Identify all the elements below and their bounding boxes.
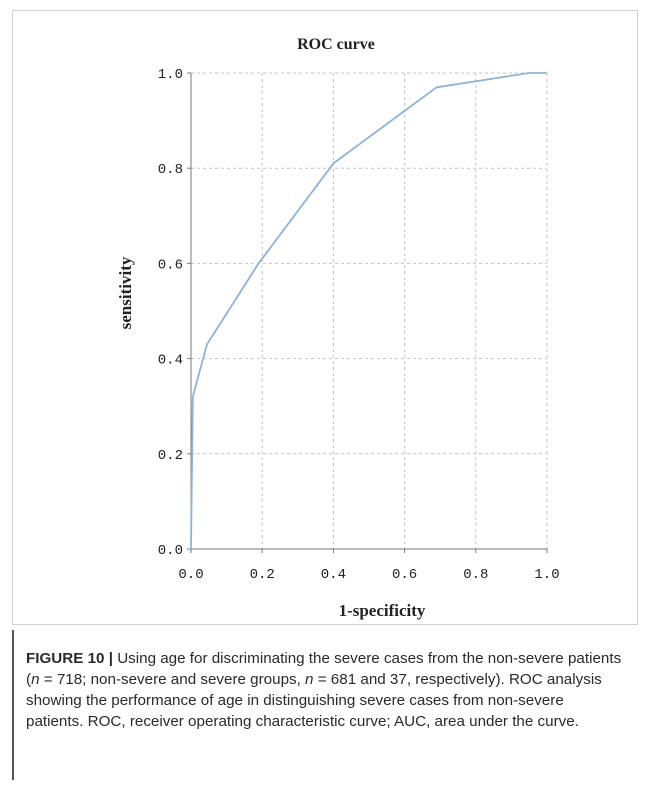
x-tick-label-4: 0.8 xyxy=(463,567,488,583)
axes xyxy=(187,72,548,553)
x-tick-label-3: 0.6 xyxy=(392,567,417,583)
series xyxy=(190,72,547,550)
caption-text: FIGURE 10 | Using age for discriminating… xyxy=(26,648,622,732)
y-axis-label: sensitivity xyxy=(116,256,135,329)
grid xyxy=(190,72,548,550)
caption-n-1: n xyxy=(31,671,40,688)
x-tick-label-0: 0.0 xyxy=(178,567,203,583)
figure-caption: FIGURE 10 | Using age for discriminating… xyxy=(12,630,632,780)
roc-chart: ROC curve 1-specificity sensitivity 0.0 0… xyxy=(116,36,560,620)
x-axis-label: 1-specificity xyxy=(339,601,426,620)
y-tick-label-4: 0.8 xyxy=(158,162,183,178)
chart-title: ROC curve xyxy=(297,36,375,53)
y-tick-label-3: 0.6 xyxy=(158,257,183,273)
x-tick-label-5: 1.0 xyxy=(534,567,559,583)
x-tick-label-1: 0.2 xyxy=(250,567,275,583)
y-tick-label-0: 0.0 xyxy=(158,543,183,559)
caption-n-2: n xyxy=(305,671,314,688)
y-tick-label-1: 0.2 xyxy=(158,448,183,464)
y-tick-label-2: 0.4 xyxy=(158,353,183,369)
caption-part-2: = 718; non-severe and severe groups, xyxy=(39,671,306,688)
x-tick-label-2: 0.4 xyxy=(321,567,346,583)
roc-line-0 xyxy=(190,72,547,550)
figure-frame: ROC curve 1-specificity sensitivity 0.0 0… xyxy=(12,10,638,625)
y-tick-label-5: 1.0 xyxy=(158,67,183,83)
caption-part-1: Using age for discriminating the severe … xyxy=(26,650,622,688)
caption-part-3: = 681 and 37, respectively). ROC analysi… xyxy=(26,671,602,730)
tick-labels: 0.0 0.2 0.4 0.6 0.8 1.0 0.0 0.2 0.4 0.6 0.8 1.0 xyxy=(158,67,560,583)
caption-label: FIGURE 10 | xyxy=(26,650,113,667)
